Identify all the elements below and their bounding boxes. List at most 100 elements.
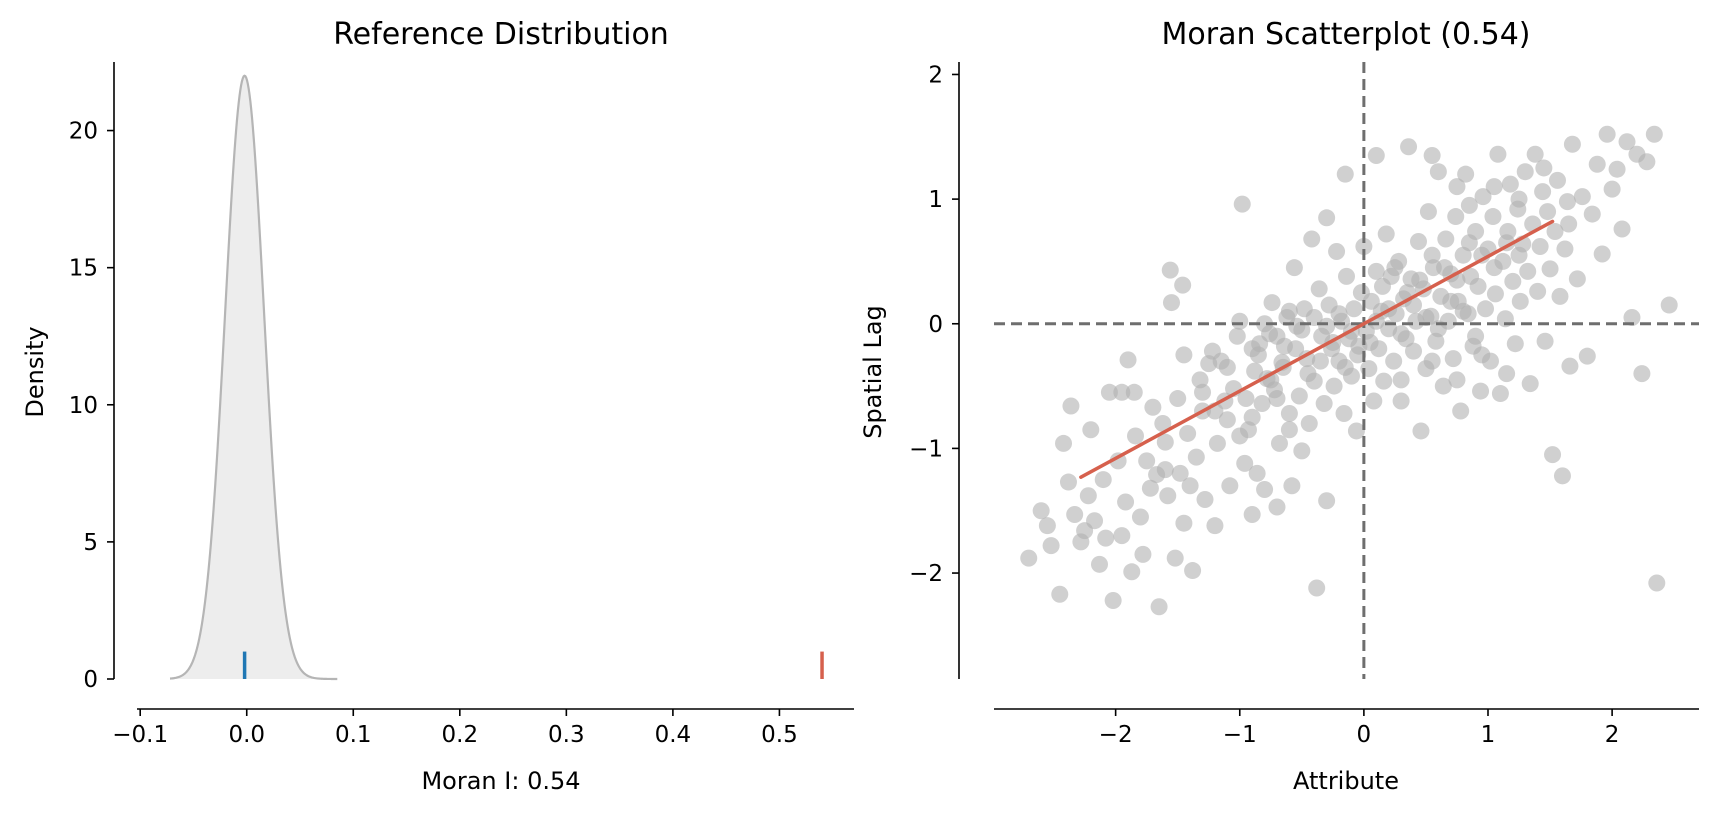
scatter-point — [1373, 277, 1391, 295]
scatter-point — [1179, 424, 1197, 442]
right-y-tick-label: 2 — [928, 62, 943, 88]
scatter-point — [1434, 377, 1452, 395]
scatter-point — [1243, 408, 1261, 426]
scatter-point — [1113, 527, 1131, 545]
left-x-tick-label: −0.1 — [112, 722, 168, 748]
scatter-point — [1293, 321, 1311, 339]
left-x-axis-label: Moran I: 0.54 — [421, 767, 580, 795]
right-y-tick-label: −1 — [909, 436, 943, 462]
scatter-point — [1501, 175, 1519, 193]
scatter-point — [1563, 135, 1581, 153]
scatter-point — [1429, 163, 1447, 181]
scatter-point — [1218, 358, 1236, 376]
scatter-point — [1448, 371, 1466, 389]
scatter-point — [1038, 517, 1056, 535]
kde-fill-area — [170, 75, 338, 680]
scatter-point — [1318, 209, 1336, 227]
scatter-point — [1094, 471, 1112, 489]
scatter-point — [1144, 398, 1162, 416]
scatter-point — [1051, 585, 1069, 603]
scatter-point — [1285, 259, 1303, 277]
scatter-point — [1184, 562, 1202, 580]
scatter-point — [1249, 346, 1267, 364]
scatter-point — [1560, 215, 1578, 233]
scatter-point — [1419, 203, 1437, 221]
scatter-point — [1174, 276, 1192, 294]
scatter-point — [1526, 145, 1544, 163]
scatter-point — [1551, 287, 1569, 305]
scatter-point — [1392, 371, 1410, 389]
scatter-point — [1541, 260, 1559, 278]
scatter-point — [1082, 421, 1100, 439]
scatter-point — [1125, 383, 1143, 401]
scatter-point — [1113, 383, 1131, 401]
right-x-tick-label: 2 — [1605, 722, 1620, 748]
right-x-tick-label: 1 — [1481, 722, 1496, 748]
scatter-point — [1086, 512, 1104, 530]
left-y-ticks: 0 5 10 15 20 — [69, 119, 114, 693]
right-x-tick-label: −1 — [1223, 722, 1257, 748]
scatter-point — [1392, 392, 1410, 410]
scatter-point — [1355, 237, 1373, 255]
scatter-point — [1544, 446, 1562, 464]
scatter-point — [1280, 405, 1298, 422]
scatter-point — [1091, 555, 1108, 573]
scatter-point — [1175, 346, 1193, 364]
scatter-point — [1308, 579, 1326, 597]
scatter-point — [1161, 261, 1179, 279]
right-y-axis-label: Spatial Lag — [859, 305, 887, 439]
scatter-point — [1150, 598, 1168, 616]
scatter-point — [1020, 549, 1038, 567]
scatter-point — [1377, 225, 1395, 243]
scatter-point — [1454, 302, 1472, 320]
scatter-point — [1409, 232, 1427, 250]
scatter-point — [1361, 333, 1379, 351]
scatter-point — [1268, 498, 1286, 516]
scatter-point — [1485, 178, 1503, 196]
scatter-point — [1156, 461, 1174, 479]
scatter-point — [1506, 335, 1524, 353]
scatter-point — [1236, 454, 1254, 472]
scatter-point — [1623, 309, 1641, 327]
scatter-point — [1645, 125, 1663, 143]
scatter-point — [1417, 309, 1435, 327]
scatter-point — [1290, 387, 1308, 405]
scatter-point — [1491, 385, 1509, 403]
left-x-ticks: −0.1 0.0 0.1 0.2 0.3 0.4 0.5 — [112, 709, 798, 748]
reference-distribution-panel: Reference Distribution −0.1 0.0 0.1 0.2 0.3 0… — [21, 17, 854, 795]
scatter-point — [1228, 327, 1246, 345]
left-x-tick-label: 0.5 — [761, 722, 798, 748]
scatter-point — [1287, 340, 1305, 358]
scatter-point — [1325, 377, 1343, 395]
scatter-point — [1452, 402, 1470, 420]
scatter-point — [1233, 195, 1251, 213]
scatter-point — [1268, 327, 1286, 345]
scatter-point — [1169, 390, 1187, 408]
scatter-point — [1303, 230, 1321, 248]
scatter-point — [1032, 502, 1050, 520]
scatter-point — [1119, 351, 1137, 369]
scatter-point — [1423, 352, 1441, 370]
scatter-point — [1221, 477, 1239, 495]
scatter-point — [1521, 375, 1539, 393]
scatter-point — [1411, 271, 1429, 289]
scatter-point — [1318, 317, 1336, 335]
scatter-point — [1588, 155, 1606, 173]
left-y-tick-label: 10 — [69, 393, 98, 419]
scatter-point — [1237, 390, 1255, 408]
scatter-point — [1181, 477, 1199, 495]
scatter-point — [1367, 146, 1385, 164]
scatter-point — [1270, 434, 1288, 452]
scatter-point — [1553, 467, 1571, 485]
scatter-point — [1529, 282, 1547, 300]
right-y-tick-label: −2 — [909, 561, 943, 587]
scatter-point — [1546, 223, 1564, 241]
scatter-point — [1335, 405, 1353, 422]
left-x-tick-label: 0.1 — [335, 722, 372, 748]
scatter-point — [1365, 392, 1383, 410]
scatter-point — [1519, 262, 1537, 280]
scatter-point — [1660, 296, 1678, 314]
scatter-point — [1231, 312, 1249, 330]
scatter-point — [1549, 171, 1566, 189]
